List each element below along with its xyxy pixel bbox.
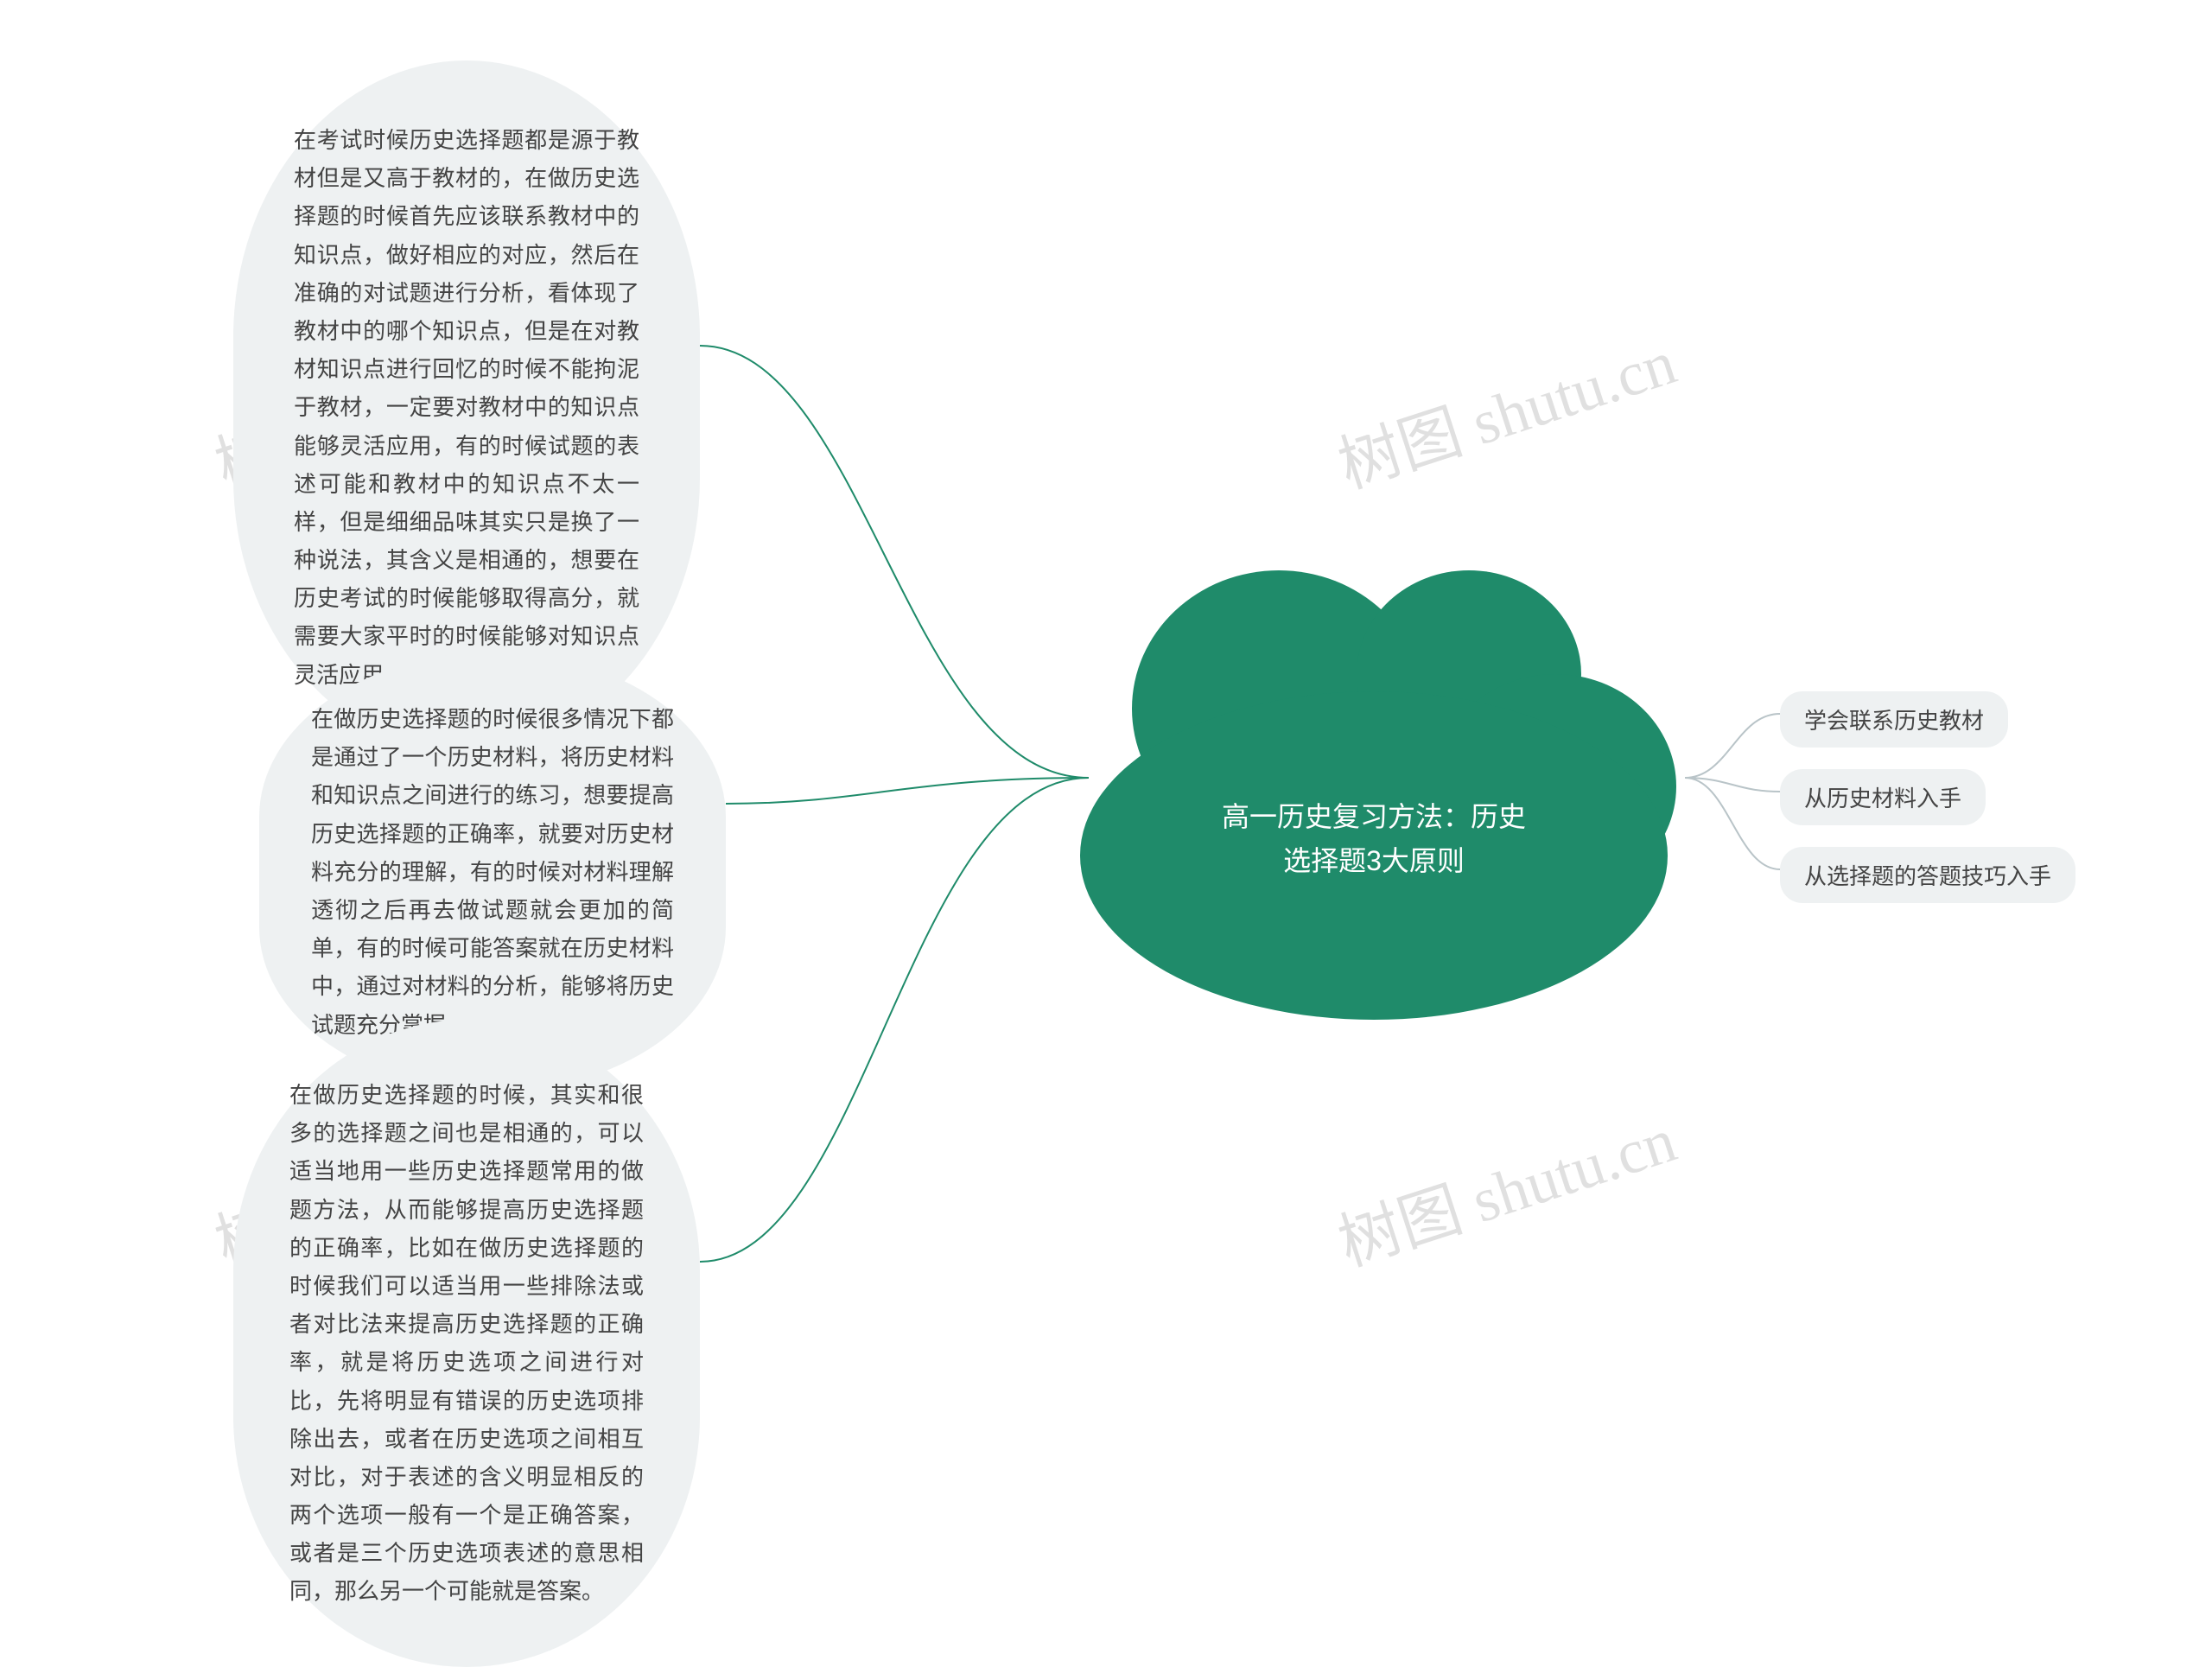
- detail-text: 在做历史选择题的时候，其实和很多的选择题之间也是相通的，可以适当地用一些历史选择…: [289, 1082, 644, 1604]
- detail-text: 在做历史选择题的时候很多情况下都是通过了一个历史材料，将历史材料和知识点之间进行…: [311, 706, 674, 1038]
- watermark: 树图 shutu.cn: [1325, 311, 1686, 506]
- watermark: 树图 shutu.cn: [1325, 1089, 1686, 1283]
- center-title-line1: 高一历史复习方法：历史: [1222, 801, 1526, 832]
- detail-bubble: 在做历史选择题的时候，其实和很多的选择题之间也是相通的，可以适当地用一些历史选择…: [233, 1020, 700, 1667]
- mindmap-canvas: 树图 shutu.cn 树图 shutu.cn 树图 shutu.cn 树图 s…: [0, 0, 2212, 1556]
- detail-bubble: 在考试时候历史选择题都是源于教材但是又高于教材的，在做历史选择题的时候首先应该联…: [233, 60, 700, 754]
- center-cloud: 高一历史复习方法：历史 选择题3大原则: [1063, 536, 1685, 1020]
- center-title-line2: 选择题3大原则: [1283, 845, 1465, 876]
- center-title: 高一历史复习方法：历史 选择题3大原则: [1063, 795, 1685, 883]
- cloud-icon: [1063, 536, 1685, 1020]
- principle-label: 从选择题的答题技巧入手: [1804, 863, 2051, 889]
- principle-chip: 从选择题的答题技巧入手: [1780, 847, 2075, 903]
- detail-text: 在考试时候历史选择题都是源于教材但是又高于教材的，在做历史选择题的时候首先应该联…: [294, 127, 639, 688]
- principle-chip: 学会联系历史教材: [1780, 691, 2008, 748]
- principle-label: 从历史材料入手: [1804, 786, 1961, 811]
- principle-label: 学会联系历史教材: [1804, 708, 1984, 734]
- principle-chip: 从历史材料入手: [1780, 769, 1986, 825]
